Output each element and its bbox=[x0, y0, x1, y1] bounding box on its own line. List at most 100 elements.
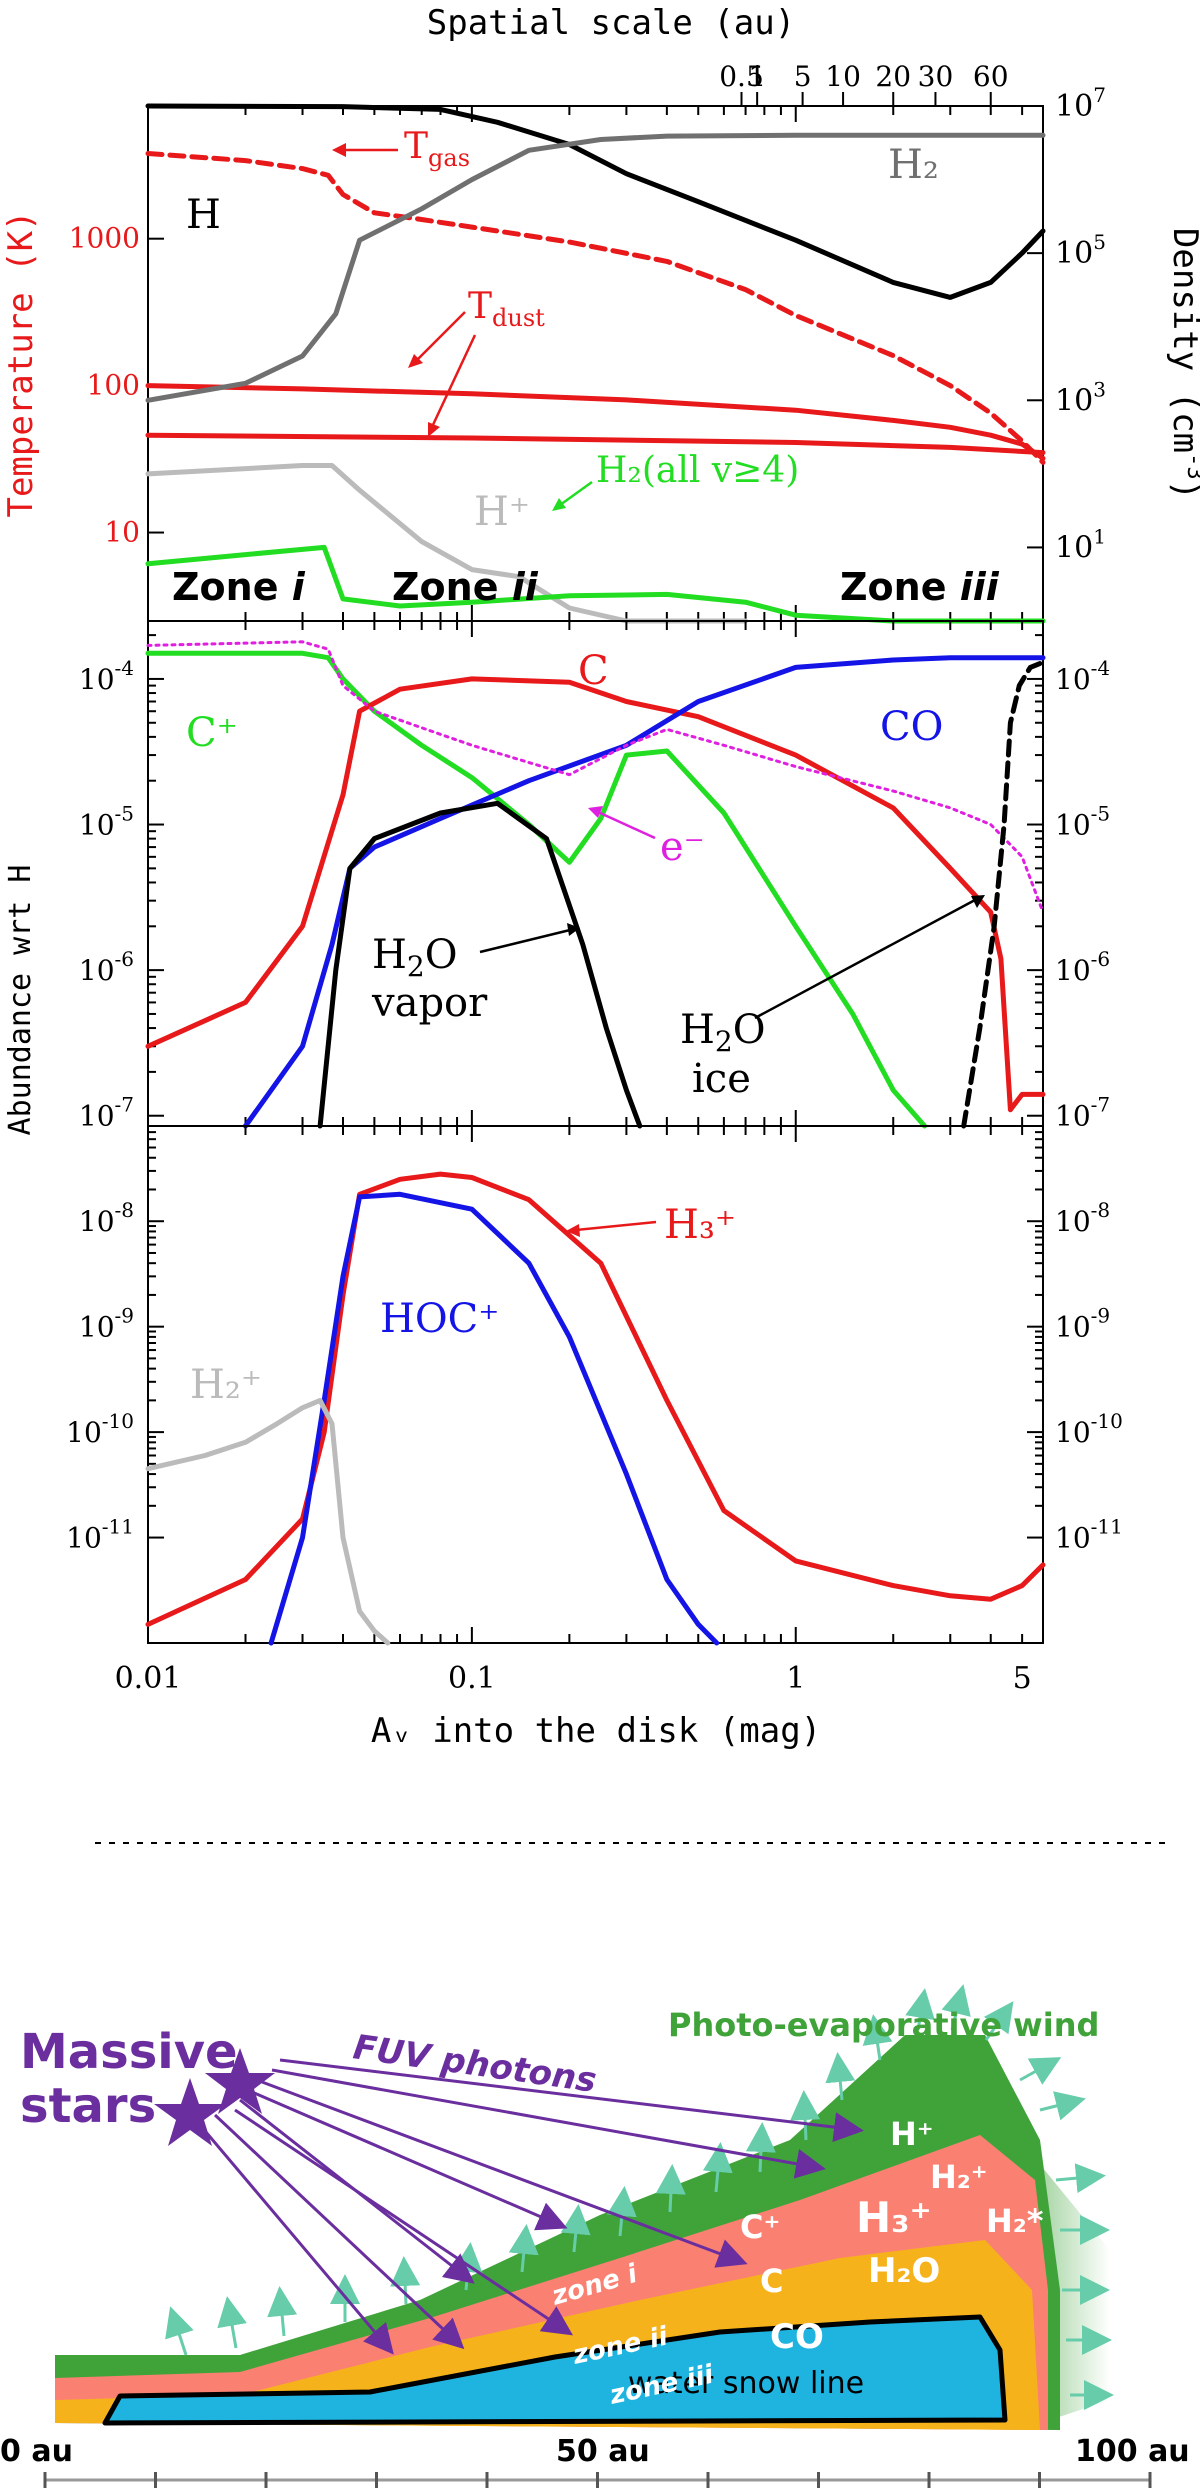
left-tick-label: 100 bbox=[87, 369, 140, 402]
wind-arrow bbox=[508, 2224, 539, 2273]
label-cplus: C⁺ bbox=[186, 710, 238, 756]
wind-arrow bbox=[862, 2014, 893, 2061]
bottom-tick-label: 1 bbox=[786, 1661, 805, 1696]
wind-arrow bbox=[1019, 2057, 1062, 2085]
label-co: CO bbox=[880, 704, 943, 750]
panel2-series bbox=[145, 640, 1046, 1129]
series-line-co bbox=[243, 655, 1046, 1129]
panel-ions: 10-8 10-8 10-9 10-9 10-10 10-10 10-11 10-11 H₃⁺… bbox=[3, 865, 1123, 1646]
left-tick-label: 10 bbox=[104, 516, 140, 549]
panel3-series bbox=[145, 1171, 1046, 1646]
panel3-ticks: 10-8 10-8 10-9 10-9 10-10 10-10 10-11 10-11 bbox=[66, 1125, 1123, 1643]
wind-arrow bbox=[267, 2286, 298, 2337]
bottom-axis-ticks: 0.01 0.1 1 5 bbox=[115, 1661, 1032, 1696]
label-tgas: Tgas bbox=[332, 126, 470, 172]
star-icon bbox=[205, 2048, 275, 2114]
scale-label-0: 0 au bbox=[0, 2434, 73, 2469]
series-line-e- bbox=[146, 640, 1045, 914]
top-tick-label: 30 bbox=[918, 60, 954, 93]
label-c: C bbox=[578, 648, 609, 694]
zone-ii-label: Zone ii bbox=[392, 565, 539, 609]
label-h2o-ice: H2O ice bbox=[680, 895, 985, 1102]
species-h2star: H₂* bbox=[986, 2202, 1044, 2240]
y-tick-label: 10-11 bbox=[66, 1515, 134, 1555]
y-tick-label: 10-5 bbox=[1055, 802, 1110, 842]
species-h3plus: H₃⁺ bbox=[856, 2193, 932, 2242]
y-tick-label: 10-6 bbox=[1055, 947, 1110, 987]
wind-arrow bbox=[702, 2142, 733, 2193]
species-h2plus: H₂⁺ bbox=[930, 2158, 988, 2196]
series-line-h bbox=[145, 103, 1046, 300]
series-line-t-gas bbox=[145, 151, 1046, 465]
svg-text:vapor: vapor bbox=[371, 980, 488, 1026]
snow-line-region bbox=[102, 2314, 1008, 2426]
label-hplus: H⁺ bbox=[474, 489, 530, 535]
y-tick-label: 10-4 bbox=[79, 656, 134, 696]
abundance-axis-title: Abundance wrt H bbox=[3, 865, 38, 1136]
svg-text:ice: ice bbox=[692, 1056, 751, 1102]
wind-arrow bbox=[983, 2001, 1014, 2041]
label-h3plus: H₃⁺ bbox=[566, 1202, 736, 1248]
species-hplus: H⁺ bbox=[890, 2115, 934, 2153]
y-tick-label: 10-9 bbox=[1055, 1304, 1110, 1344]
wind-arrow bbox=[745, 2122, 776, 2173]
svg-text:H2O: H2O bbox=[372, 932, 458, 983]
bottom-tick-label: 0.1 bbox=[448, 1661, 496, 1696]
zone-iii-label: Zone iii bbox=[840, 565, 1000, 609]
wind-arrow bbox=[905, 1988, 935, 2031]
wind-arrow bbox=[390, 2256, 421, 2305]
label-h2-vibrational: H₂(all v≥4) bbox=[552, 450, 799, 511]
y-tick-label: 10-7 bbox=[79, 1093, 134, 1133]
species-co: CO bbox=[770, 2317, 824, 2357]
wind-arrow bbox=[790, 2090, 821, 2141]
wind-arrow bbox=[941, 1984, 971, 2031]
series-line-t-dust-upper- bbox=[145, 383, 1046, 461]
left-tick-label: 1000 bbox=[69, 222, 140, 255]
y-tick-label: 10-10 bbox=[66, 1409, 134, 1449]
svg-text:H₂(all v≥4): H₂(all v≥4) bbox=[596, 450, 799, 491]
series-line-h-o-vapor bbox=[317, 800, 643, 1129]
svg-text:e⁻: e⁻ bbox=[660, 824, 705, 870]
wind-arrow bbox=[606, 2186, 637, 2237]
scale-bar bbox=[43, 2472, 1152, 2488]
wind-arrow bbox=[825, 2052, 856, 2101]
svg-text:H₃⁺: H₃⁺ bbox=[664, 1202, 736, 1248]
panel2-ticks: 10-4 10-4 10-5 10-5 10-6 10-6 10-7 10-7 bbox=[79, 621, 1110, 1133]
bottom-tick-label: 0.01 bbox=[115, 1661, 182, 1696]
scale-label-50: 50 au bbox=[556, 2434, 650, 2469]
top-tick-label: 60 bbox=[973, 60, 1009, 93]
species-h2o: H₂O bbox=[868, 2251, 940, 2291]
wind-arrow bbox=[1055, 2163, 1106, 2194]
wind-arrow bbox=[655, 2164, 686, 2213]
series-line-h- bbox=[145, 1397, 391, 1646]
top-tick-label: 10 bbox=[825, 60, 861, 93]
species-cplus: C⁺ bbox=[740, 2208, 780, 2246]
wind-arrow bbox=[1039, 2091, 1086, 2121]
y-tick-label: 10-9 bbox=[79, 1304, 134, 1344]
series-line-t-dust-lower- bbox=[145, 432, 1046, 456]
series-line-hoc- bbox=[268, 1191, 720, 1646]
zone-i-label: Zone i bbox=[172, 565, 306, 609]
y-tick-label: 10-4 bbox=[1055, 656, 1110, 696]
snow-line-label: water snow line bbox=[628, 2366, 864, 2401]
fuv-arrows bbox=[198, 2058, 864, 2355]
top-tick-label: 20 bbox=[875, 60, 911, 93]
bottom-axis-title: Aᵥ into the disk (mag) bbox=[371, 1711, 821, 1751]
series-line-h-o-ice bbox=[961, 659, 1046, 1129]
bottom-tick-label: 5 bbox=[1013, 1661, 1032, 1696]
species-c: C bbox=[760, 2262, 783, 2300]
star-icon bbox=[154, 2078, 226, 2146]
series-line-c- bbox=[145, 650, 928, 1129]
y-tick-label: 10-8 bbox=[1055, 1198, 1110, 1238]
series-line-c bbox=[145, 676, 1046, 1113]
wind-arrow bbox=[217, 2296, 247, 2349]
top-axis-title: Spatial scale (au) bbox=[427, 3, 795, 43]
label-h: H bbox=[186, 192, 221, 238]
y-tick-label: 10-7 bbox=[1055, 1093, 1110, 1133]
wind-label: Photo-evaporative wind bbox=[668, 2006, 1099, 2044]
y-tick-label: 10-11 bbox=[1055, 1515, 1123, 1555]
y-tick-label: 10-5 bbox=[79, 802, 134, 842]
svg-text:H2O: H2O bbox=[680, 1007, 766, 1058]
series-line-h- bbox=[145, 132, 1046, 403]
